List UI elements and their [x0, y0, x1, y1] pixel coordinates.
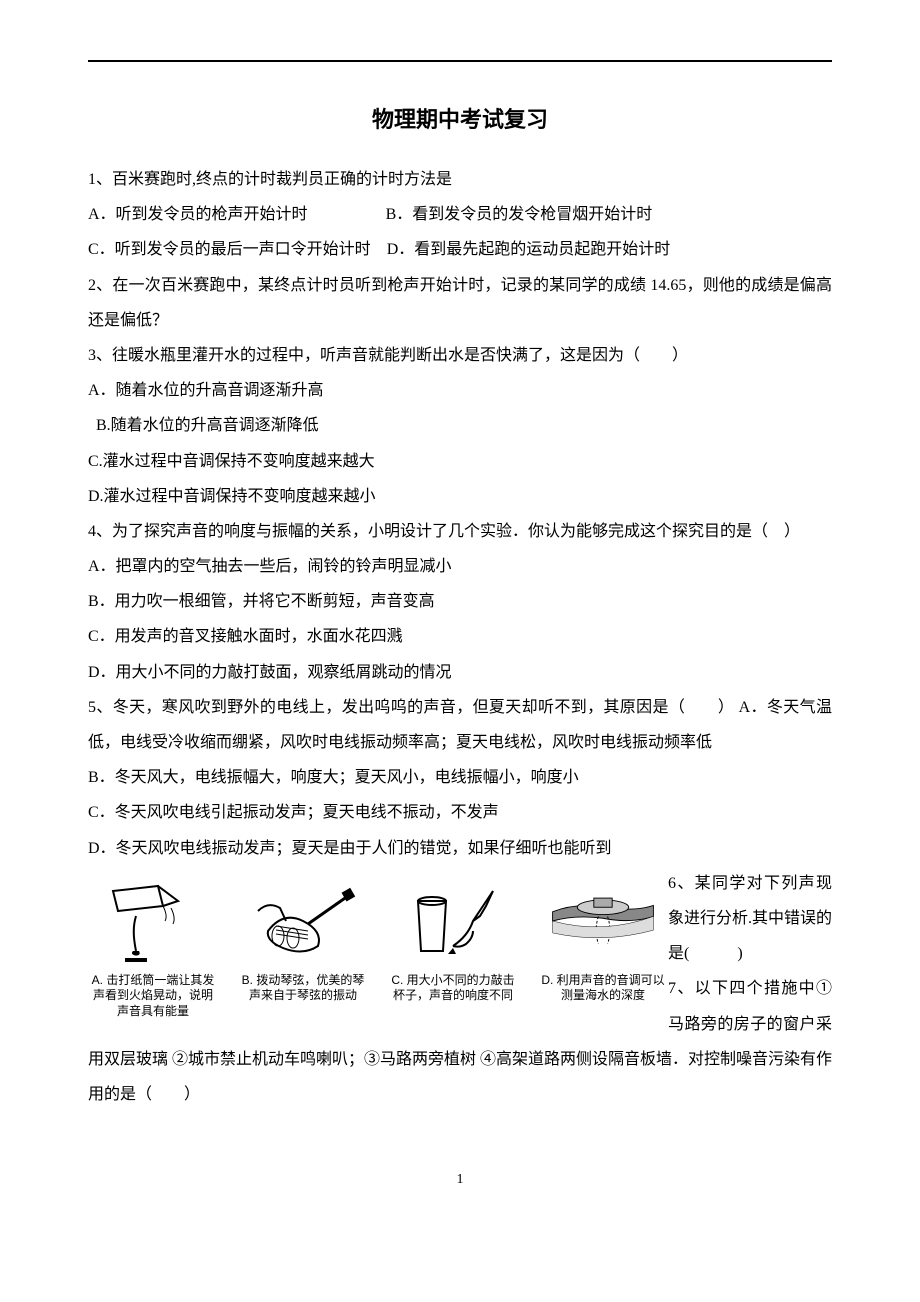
document-title: 物理期中考试复习	[88, 102, 832, 134]
figure-b-label: B.	[242, 973, 253, 987]
question-1-stem: 1、百米赛跑时,终点的计时裁判员正确的计时方法是	[88, 162, 832, 197]
figure-d-caption: D. 利用声音的音调可以测量海水的深度	[538, 973, 668, 1004]
q1-option-a: A．听到发令员的枪声开始计时	[88, 206, 308, 223]
figure-item-c: C. 用大小不同的力敲击杯子，声音的响度不同	[388, 874, 518, 1004]
question-4-stem: 4、为了探究声音的响度与振幅的关系，小明设计了几个实验．你认为能够完成这个探究目…	[88, 514, 832, 549]
figure-c-caption: C. 用大小不同的力敲击杯子，声音的响度不同	[388, 973, 518, 1004]
figure-item-a: A. 击打纸筒一端让其发声看到火焰晃动，说明声音具有能量	[88, 874, 218, 1020]
figure-c-text: 用大小不同的力敲击杯子，声音的响度不同	[393, 973, 515, 1003]
q3-option-b: B.随着水位的升高音调逐渐降低	[88, 408, 832, 443]
figure-row: A. 击打纸筒一端让其发声看到火焰晃动，说明声音具有能量	[88, 874, 668, 1020]
question-1-row-cd: C．听到发令员的最后一声口令开始计时 D．看到最先起跑的运动员起跑开始计时	[88, 232, 832, 267]
question-1-row-ab: A．听到发令员的枪声开始计时 B．看到发令员的发令枪冒烟开始计时	[88, 197, 832, 232]
question-2: 2、在一次百米赛跑中，某终点计时员听到枪声开始计时，记录的某同学的成绩 14.6…	[88, 268, 832, 338]
q5-option-d: D．冬天风吹电线振动发声；夏天是由于人们的错觉，如果仔细听也能听到	[88, 831, 832, 866]
q4-option-a: A．把罩内的空气抽去一些后，闹铃的铃声明显减小	[88, 549, 832, 584]
figure-d-icon	[548, 874, 658, 969]
q4-option-c: C．用发声的音叉接触水面时，水面水花四溅	[88, 619, 832, 654]
figure-c-label: C.	[391, 973, 403, 987]
figure-a-caption: A. 击打纸筒一端让其发声看到火焰晃动，说明声音具有能量	[88, 973, 218, 1020]
q4-option-d: D．用大小不同的力敲打鼓面，观察纸屑跳动的情况	[88, 655, 832, 690]
figure-d-label: D.	[541, 973, 553, 987]
figure-a-text: 击打纸筒一端让其发声看到火焰晃动，说明声音具有能量	[93, 973, 214, 1018]
q5-option-c: C．冬天风吹电线引起振动发声；夏天电线不振动，不发声	[88, 795, 832, 830]
figure-b-icon	[248, 874, 358, 969]
figure-item-d: D. 利用声音的音调可以测量海水的深度	[538, 874, 668, 1004]
page-number: 1	[88, 1172, 832, 1188]
q4-option-b: B．用力吹一根细管，并将它不断剪短，声音变高	[88, 584, 832, 619]
q1-option-c: C．听到发令员的最后一声口令开始计时	[88, 241, 371, 258]
figure-b-caption: B. 拨动琴弦，优美的琴声来自于琴弦的振动	[238, 973, 368, 1004]
q3-option-d: D.灌水过程中音调保持不变响度越来越小	[88, 479, 832, 514]
top-rule	[88, 60, 832, 62]
q3-option-c: C.灌水过程中音调保持不变响度越来越大	[88, 444, 832, 479]
q3-option-b-text: B.随着水位的升高音调逐渐降低	[96, 417, 319, 434]
question-3-stem: 3、往暖水瓶里灌开水的过程中，听声音就能判断出水是否快满了，这是因为（ ）	[88, 338, 832, 373]
figure-a-label: A.	[92, 973, 103, 987]
figure-item-b: B. 拨动琴弦，优美的琴声来自于琴弦的振动	[238, 874, 368, 1004]
q1-option-b: B．看到发令员的发令枪冒烟开始计时	[386, 206, 653, 223]
q5-option-b: B．冬天风大，电线振幅大，响度大；夏天风小，电线振幅小，响度小	[88, 760, 832, 795]
figure-a-icon	[98, 874, 208, 969]
question-5-stem-a: 5、冬天，寒风吹到野外的电线上，发出呜呜的声音，但夏天却听不到，其原因是（ ） …	[88, 690, 832, 760]
figure-c-icon	[398, 874, 508, 969]
q5-stem: 5、冬天，寒风吹到野外的电线上，发出呜呜的声音，但夏天却听不到，其原因是（ ）	[88, 699, 734, 716]
q3-option-a: A．随着水位的升高音调逐渐升高	[88, 373, 832, 408]
figure-d-text: 利用声音的音调可以测量海水的深度	[557, 973, 665, 1003]
q1-option-d: D．看到最先起跑的运动员起跑开始计时	[387, 241, 671, 258]
page-container: 物理期中考试复习 1、百米赛跑时,终点的计时裁判员正确的计时方法是 A．听到发令…	[0, 0, 920, 1228]
figure-b-text: 拨动琴弦，优美的琴声来自于琴弦的振动	[249, 973, 364, 1003]
